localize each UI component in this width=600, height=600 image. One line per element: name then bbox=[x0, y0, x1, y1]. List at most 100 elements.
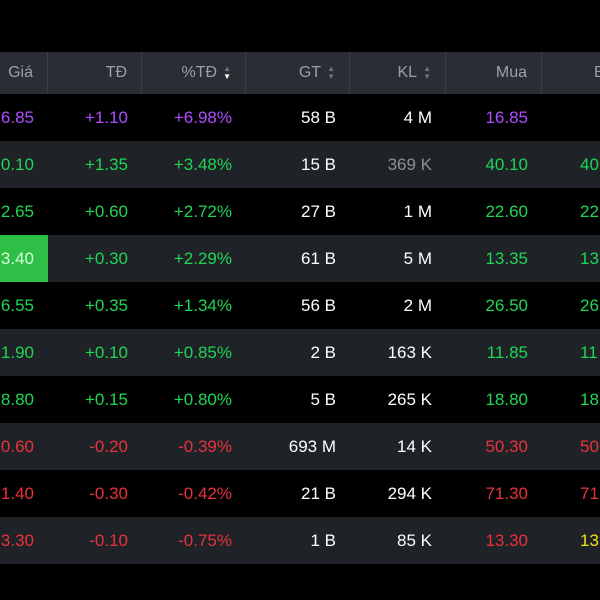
cell-value: 27 B bbox=[301, 201, 336, 221]
cell-value: 58 B bbox=[301, 107, 336, 127]
table-row[interactable]: 1.40 -0.30 -0.42% 21 B 294 K 71.30 71 bbox=[0, 470, 600, 517]
table-row[interactable]: 8.80 +0.15 +0.80% 5 B 265 K 18.80 18 bbox=[0, 376, 600, 423]
col-header-pct-td-label: %TĐ bbox=[181, 64, 218, 81]
cell-price: 3.40 bbox=[0, 235, 48, 282]
sort-desc-icon[interactable]: ▲ ▼ bbox=[223, 64, 231, 81]
cell-bid: 13.30 bbox=[485, 530, 528, 550]
cell-value: 15 B bbox=[301, 154, 336, 174]
cell-change: +0.10 bbox=[84, 342, 128, 362]
cell-bid: 11.85 bbox=[486, 342, 528, 362]
cell-change: +1.35 bbox=[84, 154, 128, 174]
cell-value: 5 B bbox=[310, 389, 336, 409]
cell-pct-change: +6.98% bbox=[173, 107, 232, 127]
cell-b bbox=[542, 94, 600, 141]
cell-bid: 18.80 bbox=[485, 389, 528, 409]
cell-volume: 1 M bbox=[403, 201, 432, 221]
table-row[interactable]: 6.85 +1.10 +6.98% 58 B 4 M 16.85 bbox=[0, 94, 600, 141]
cell-pct-change: +3.48% bbox=[173, 154, 232, 174]
cell-change: +1.10 bbox=[84, 107, 128, 127]
col-header-b-label: B bbox=[594, 64, 600, 81]
cell-pct-change: -0.39% bbox=[178, 436, 232, 456]
cell-change: +0.30 bbox=[84, 248, 128, 268]
cell-change: +0.15 bbox=[84, 389, 128, 409]
cell-bid: 71.30 bbox=[485, 483, 528, 503]
cell-bid: 13.35 bbox=[485, 248, 528, 268]
cell-volume: 4 M bbox=[403, 107, 432, 127]
cell-b: 71 bbox=[580, 483, 599, 503]
cell-price: 3.30 bbox=[0, 530, 34, 550]
cell-change: +0.35 bbox=[84, 295, 128, 315]
cell-b: 18 bbox=[580, 389, 599, 409]
cell-price: 6.55 bbox=[0, 295, 34, 315]
cell-price: 6.85 bbox=[0, 107, 34, 127]
cell-b: 40 bbox=[580, 154, 599, 174]
cell-change: -0.10 bbox=[89, 530, 128, 550]
cell-b: 13 bbox=[580, 530, 599, 550]
cell-b: 13 bbox=[580, 248, 599, 268]
cell-price: 1.40 bbox=[0, 483, 34, 503]
table-row[interactable]: 3.30 -0.10 -0.75% 1 B 85 K 13.30 13 bbox=[0, 517, 600, 564]
cell-volume: 5 M bbox=[403, 248, 432, 268]
cell-pct-change: +2.29% bbox=[173, 248, 232, 268]
col-header-mua-label: Mua bbox=[495, 64, 527, 81]
cell-bid: 40.10 bbox=[485, 154, 528, 174]
cell-b: 50 bbox=[580, 436, 599, 456]
cell-price: 2.65 bbox=[0, 201, 34, 221]
cell-bid: 26.50 bbox=[485, 295, 528, 315]
col-header-gt[interactable]: GT ▲ ▼ bbox=[246, 52, 350, 94]
cell-volume: 369 K bbox=[387, 154, 432, 174]
sort-icon[interactable]: ▲ ▼ bbox=[327, 64, 335, 81]
col-header-b[interactable]: B bbox=[542, 52, 600, 94]
col-header-kl-label: KL bbox=[397, 64, 418, 81]
col-header-gia-label: Giá bbox=[8, 64, 33, 81]
cell-change: -0.30 bbox=[89, 483, 128, 503]
cell-value: 21 B bbox=[301, 483, 336, 503]
col-header-gia[interactable]: Giá bbox=[0, 52, 48, 94]
cell-b: 22 bbox=[580, 201, 599, 221]
cell-volume: 14 K bbox=[397, 436, 432, 456]
cell-pct-change: +0.80% bbox=[173, 389, 232, 409]
cell-bid: 50.30 bbox=[485, 436, 528, 456]
cell-volume: 85 K bbox=[397, 530, 432, 550]
cell-price: 1.90 bbox=[0, 342, 34, 362]
cell-volume: 163 K bbox=[387, 342, 432, 362]
price-board-table: Giá TĐ %TĐ ▲ ▼ GT ▲ ▼ KL ▲ ▼ Mua B 6.85 +1.1… bbox=[0, 52, 600, 564]
col-header-kl[interactable]: KL ▲ ▼ bbox=[350, 52, 446, 94]
cell-change: -0.20 bbox=[89, 436, 128, 456]
cell-pct-change: +0.85% bbox=[173, 342, 232, 362]
cell-volume: 265 K bbox=[387, 389, 432, 409]
cell-b: 11 bbox=[580, 342, 598, 362]
table-row[interactable]: 0.10 +1.35 +3.48% 15 B 369 K 40.10 40 bbox=[0, 141, 600, 188]
table-row[interactable]: 0.60 -0.20 -0.39% 693 M 14 K 50.30 50 bbox=[0, 423, 600, 470]
cell-value: 2 B bbox=[310, 342, 336, 362]
cell-price: 0.10 bbox=[0, 154, 34, 174]
table-row[interactable]: 2.65 +0.60 +2.72% 27 B 1 M 22.60 22 bbox=[0, 188, 600, 235]
cell-change: +0.60 bbox=[84, 201, 128, 221]
col-header-td[interactable]: TĐ bbox=[48, 52, 142, 94]
col-header-td-label: TĐ bbox=[105, 64, 127, 81]
cell-bid: 16.85 bbox=[485, 107, 528, 127]
table-header: Giá TĐ %TĐ ▲ ▼ GT ▲ ▼ KL ▲ ▼ Mua B bbox=[0, 52, 600, 94]
cell-price: 0.60 bbox=[0, 436, 34, 456]
cell-bid: 22.60 bbox=[485, 201, 528, 221]
cell-volume: 2 M bbox=[403, 295, 432, 315]
cell-value: 693 M bbox=[288, 436, 336, 456]
cell-pct-change: -0.75% bbox=[178, 530, 232, 550]
cell-value: 61 B bbox=[301, 248, 336, 268]
cell-b: 26 bbox=[580, 295, 599, 315]
cell-pct-change: +2.72% bbox=[173, 201, 232, 221]
col-header-gt-label: GT bbox=[298, 64, 322, 81]
table-row[interactable]: 6.55 +0.35 +1.34% 56 B 2 M 26.50 26 bbox=[0, 282, 600, 329]
cell-pct-change: +1.34% bbox=[173, 295, 232, 315]
table-body: 6.85 +1.10 +6.98% 58 B 4 M 16.85 0.10 +1.35 +3.4… bbox=[0, 94, 600, 564]
cell-price: 8.80 bbox=[0, 389, 34, 409]
table-row[interactable]: 3.40 +0.30 +2.29% 61 B 5 M 13.35 13 bbox=[0, 235, 600, 282]
cell-value: 56 B bbox=[301, 295, 336, 315]
cell-pct-change: -0.42% bbox=[178, 483, 232, 503]
cell-volume: 294 K bbox=[387, 483, 432, 503]
col-header-pct-td[interactable]: %TĐ ▲ ▼ bbox=[142, 52, 246, 94]
table-row[interactable]: 1.90 +0.10 +0.85% 2 B 163 K 11.85 11 bbox=[0, 329, 600, 376]
cell-value: 1 B bbox=[310, 530, 336, 550]
sort-icon[interactable]: ▲ ▼ bbox=[423, 64, 431, 81]
col-header-mua[interactable]: Mua bbox=[446, 52, 542, 94]
